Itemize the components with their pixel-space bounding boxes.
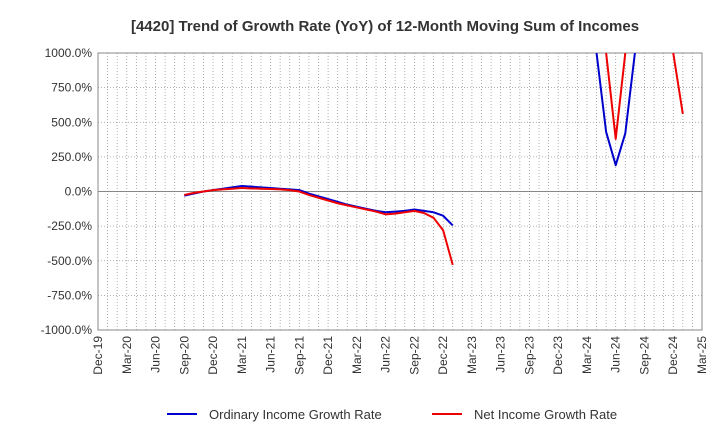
y-tick-label: 750.0% (51, 81, 92, 95)
legend-label: Ordinary Income Growth Rate (209, 407, 382, 422)
x-tick-label: Sep-23 (522, 336, 536, 375)
chart-title: [4420] Trend of Growth Rate (YoY) of 12-… (131, 18, 639, 35)
x-tick-label: Mar-25 (695, 336, 709, 374)
y-tick-label: 1000.0% (45, 46, 93, 60)
y-tick-label: -250.0% (47, 219, 92, 233)
x-tick-label: Sep-24 (637, 336, 651, 375)
series-layer (184, 53, 684, 266)
y-tick-label: -750.0% (47, 288, 92, 302)
plot-frame (97, 52, 703, 331)
x-tick-label: Sep-20 (177, 336, 191, 375)
axis-layer: 1000.0% 750.0% 500.0% 250.0% 0.0% -250.0% -500… (41, 46, 709, 375)
net-income-line (605, 53, 627, 140)
y-tick-label: 250.0% (51, 150, 92, 164)
net-income-line (184, 187, 454, 266)
x-tick-label: Sep-21 (292, 336, 306, 375)
x-tick-label: Mar-22 (350, 336, 364, 374)
x-tick-label: Sep-22 (407, 336, 421, 375)
net-income-line (672, 53, 684, 115)
x-tick-label: Dec-21 (321, 336, 335, 375)
legend: Ordinary Income Growth Rate Net Income Gr… (167, 407, 617, 422)
y-tick-label: -1000.0% (41, 323, 93, 337)
x-tick-label: Mar-21 (235, 336, 249, 374)
legend-label: Net Income Growth Rate (474, 407, 617, 422)
ordinary-income-line (595, 53, 636, 167)
y-tick-label: 500.0% (51, 115, 92, 129)
y-tick-label: -500.0% (47, 254, 92, 268)
x-tick-label: Dec-20 (206, 336, 220, 375)
x-tick-label: Dec-24 (666, 336, 680, 375)
y-tick-label: 0.0% (65, 185, 93, 199)
x-tick-label: Dec-19 (91, 336, 105, 375)
x-tick-label: Mar-20 (120, 336, 134, 374)
grid-layer (98, 52, 702, 331)
x-tick-label: Jun-24 (609, 336, 623, 373)
x-tick-label: Jun-23 (494, 336, 508, 373)
x-tick-label: Dec-22 (436, 336, 450, 375)
x-tick-label: Mar-24 (580, 336, 594, 374)
x-tick-label: Dec-23 (551, 336, 565, 375)
x-tick-label: Jun-21 (264, 336, 278, 373)
x-tick-label: Mar-23 (465, 336, 479, 374)
x-tick-label: Jun-22 (379, 336, 393, 373)
ordinary-income-line (184, 184, 454, 227)
x-tick-label: Jun-20 (149, 336, 163, 373)
